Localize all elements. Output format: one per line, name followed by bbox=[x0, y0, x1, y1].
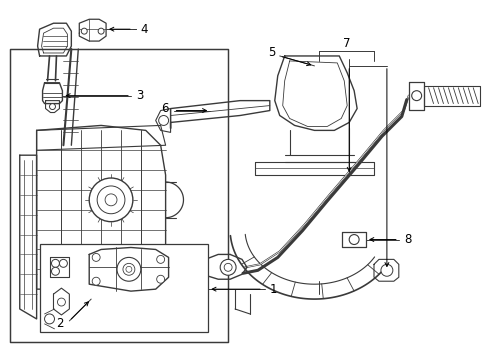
Circle shape bbox=[51, 267, 59, 275]
Text: 7: 7 bbox=[343, 37, 351, 50]
Circle shape bbox=[81, 28, 87, 34]
Circle shape bbox=[59, 260, 68, 267]
Text: 3: 3 bbox=[136, 89, 143, 102]
Circle shape bbox=[126, 266, 132, 272]
Text: 2: 2 bbox=[56, 318, 64, 330]
Circle shape bbox=[117, 257, 141, 281]
Circle shape bbox=[220, 260, 236, 275]
Circle shape bbox=[51, 260, 59, 267]
Circle shape bbox=[381, 264, 393, 276]
Text: 8: 8 bbox=[404, 233, 411, 246]
Circle shape bbox=[105, 194, 117, 206]
Circle shape bbox=[157, 275, 165, 283]
Circle shape bbox=[412, 91, 421, 100]
Circle shape bbox=[224, 264, 232, 271]
Circle shape bbox=[57, 298, 65, 306]
Bar bbox=[40, 244, 208, 332]
Bar bbox=[10, 49, 228, 342]
Circle shape bbox=[92, 277, 100, 285]
Circle shape bbox=[98, 28, 104, 34]
Circle shape bbox=[92, 253, 100, 261]
Circle shape bbox=[123, 264, 135, 275]
Text: 4: 4 bbox=[141, 23, 148, 36]
Circle shape bbox=[157, 255, 165, 264]
Circle shape bbox=[89, 178, 133, 222]
Circle shape bbox=[159, 116, 169, 125]
Text: 6: 6 bbox=[161, 102, 169, 115]
Circle shape bbox=[49, 104, 55, 109]
Circle shape bbox=[349, 235, 359, 244]
Circle shape bbox=[97, 186, 125, 214]
Circle shape bbox=[45, 314, 54, 324]
Text: 1: 1 bbox=[270, 283, 277, 296]
Text: 5: 5 bbox=[269, 46, 276, 59]
